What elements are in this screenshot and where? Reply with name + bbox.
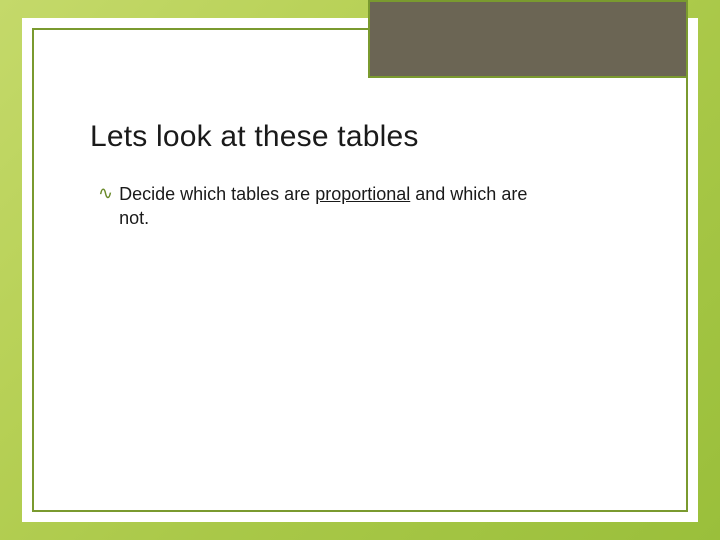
bullet-text-prefix: Decide which tables are	[119, 184, 315, 204]
slide-content: Lets look at these tables ∿ Decide which…	[90, 120, 650, 230]
bullet-text-underlined: proportional	[315, 184, 410, 204]
slide-title: Lets look at these tables	[90, 120, 650, 154]
slide-accent-border	[32, 28, 688, 512]
bullet-swirl-icon: ∿	[98, 182, 113, 204]
slide-title-tab-box	[368, 0, 688, 78]
bullet-item: ∿ Decide which tables are proportional a…	[90, 182, 650, 230]
bullet-text: Decide which tables are proportional and…	[119, 182, 539, 230]
